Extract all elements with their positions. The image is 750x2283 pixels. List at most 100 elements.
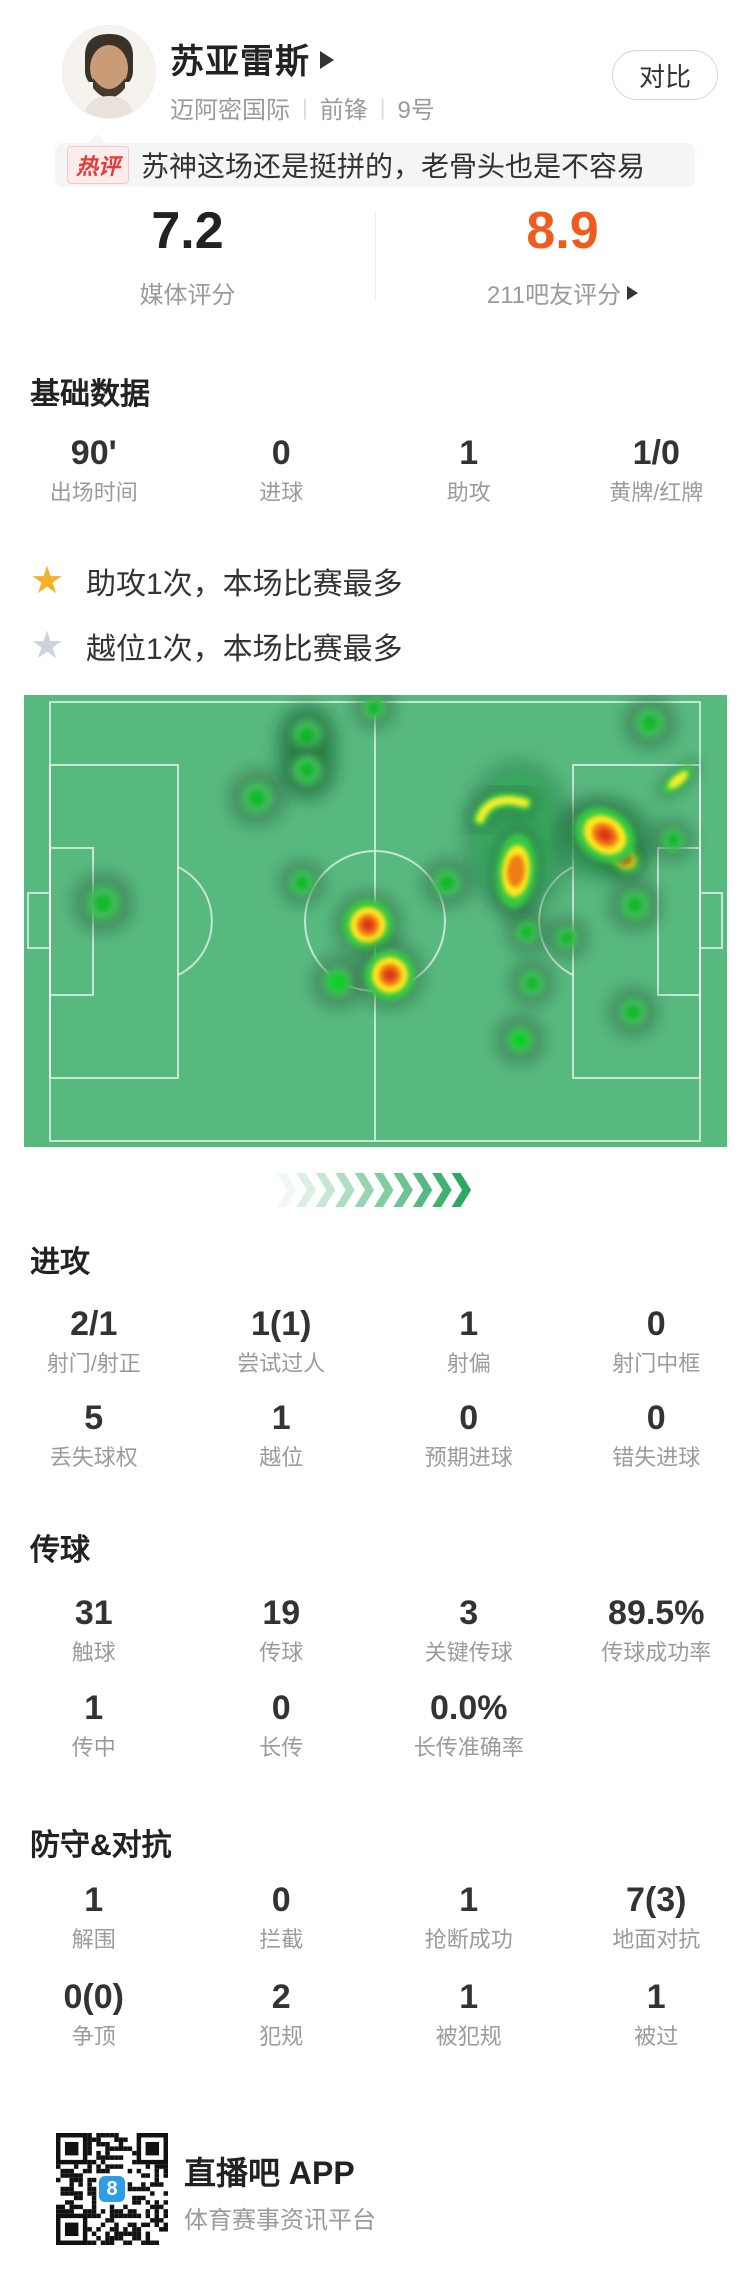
ratings-divider bbox=[375, 212, 376, 300]
stat-label: 射门中框 bbox=[612, 1351, 701, 1376]
stat-value: 5 bbox=[84, 1399, 104, 1437]
fans-rating-score: 8.9 bbox=[526, 202, 599, 260]
stat-label: 传球成功率 bbox=[601, 1640, 712, 1665]
stat-cell: 0 拦截 bbox=[188, 1880, 376, 1952]
stat-cell: 2 犯规 bbox=[188, 1977, 376, 2049]
stat-value: 1 bbox=[84, 1881, 104, 1919]
stat-label: 触球 bbox=[71, 1640, 116, 1665]
stat-value: 0 bbox=[271, 1689, 291, 1727]
stat-cell: 19 传球 bbox=[188, 1593, 376, 1665]
stat-cell: 5 丢失球权 bbox=[0, 1398, 188, 1470]
stat-value: 2 bbox=[271, 1978, 291, 2016]
stat-cell: 0(0) 争顶 bbox=[0, 1977, 188, 2049]
app-logo: 8 bbox=[97, 2174, 127, 2204]
section-title-attack: 进攻 bbox=[30, 1246, 90, 1279]
stat-cell: 1(1) 尝试过人 bbox=[188, 1304, 376, 1376]
stat-label: 拦截 bbox=[259, 1927, 304, 1952]
stat-cell: 1 解围 bbox=[0, 1880, 188, 1952]
stat-cell: 31 触球 bbox=[0, 1593, 188, 1665]
player-number: 9号 bbox=[397, 97, 435, 124]
chevron-icon bbox=[315, 1173, 336, 1207]
player-avatar[interactable] bbox=[62, 25, 156, 119]
app-qr-code: 8 bbox=[56, 2133, 168, 2245]
stat-label: 射偏 bbox=[446, 1351, 491, 1376]
stat-cell: 1 越位 bbox=[188, 1398, 376, 1470]
app-name: 直播吧 APP bbox=[184, 2155, 355, 2191]
highlight-text: 助攻1次，本场比赛最多 bbox=[86, 568, 403, 601]
banner-pointer bbox=[87, 134, 107, 144]
stat-label: 关键传球 bbox=[424, 1640, 513, 1665]
stat-cell: 0 进球 bbox=[188, 433, 376, 505]
stat-value: 0 bbox=[271, 1881, 291, 1919]
passing-stats-row-1: 31 触球 19 传球 3 关键传球 89.5% 传球成功率 bbox=[0, 1593, 750, 1665]
stat-label: 传球 bbox=[259, 1640, 304, 1665]
stat-value: 0 bbox=[646, 1305, 666, 1343]
attack-stats-row-2: 5 丢失球权 1 越位 0 预期进球 0 错失进球 bbox=[0, 1398, 750, 1470]
stat-label: 尝试过人 bbox=[237, 1351, 326, 1376]
fans-rating[interactable]: 8.9 211吧友评分 bbox=[375, 203, 750, 310]
stat-cell: 1 助攻 bbox=[375, 433, 563, 505]
compare-button[interactable]: 对比 bbox=[612, 50, 718, 100]
hot-badge: 热评 bbox=[67, 146, 130, 184]
stat-value: 1 bbox=[459, 1881, 479, 1919]
media-rating-score: 7.2 bbox=[151, 202, 224, 260]
stat-cell: 0 错失进球 bbox=[563, 1398, 750, 1470]
hot-comment-banner: 热评 苏神这场还是挺拼的，老骨头也是不容易 bbox=[55, 134, 695, 187]
stat-value: 89.5% bbox=[608, 1594, 705, 1632]
stat-value: 1 bbox=[84, 1689, 104, 1727]
stat-cell: 7(3) 地面对抗 bbox=[563, 1880, 750, 1952]
star-icon-yellow: ★ bbox=[30, 560, 65, 602]
app-tagline: 体育赛事资讯平台 bbox=[184, 2207, 376, 2234]
stat-value: 7(3) bbox=[626, 1881, 687, 1919]
stat-value: 1(1) bbox=[251, 1305, 312, 1343]
stat-cell: 90' 出场时间 bbox=[0, 433, 188, 505]
player-name-caret-icon[interactable] bbox=[320, 51, 334, 69]
stat-label: 长传 bbox=[259, 1735, 304, 1760]
chevron-icon bbox=[277, 1173, 297, 1207]
chevron-icon bbox=[354, 1173, 375, 1207]
stat-label: 进球 bbox=[259, 480, 304, 505]
passing-stats-row-2: 1 传中 0 长传 0.0% 长传准确率 bbox=[0, 1688, 750, 1760]
separator: | bbox=[379, 94, 386, 120]
stat-cell: 0 长传 bbox=[188, 1688, 376, 1760]
stat-value: 90' bbox=[70, 434, 117, 472]
stat-label: 错失进球 bbox=[612, 1445, 701, 1470]
stat-cell: 0.0% 长传准确率 bbox=[375, 1688, 563, 1760]
chevron-icon bbox=[412, 1173, 433, 1207]
stat-value: 1 bbox=[459, 1305, 479, 1343]
stat-cell: 3 关键传球 bbox=[375, 1593, 563, 1665]
stat-label: 被犯规 bbox=[435, 2024, 502, 2049]
stat-label: 助攻 bbox=[446, 480, 491, 505]
player-team: 迈阿密国际 bbox=[170, 97, 290, 124]
fans-rating-arrow-icon bbox=[627, 285, 639, 300]
highlight-text: 越位1次，本场比赛最多 bbox=[86, 633, 403, 666]
stat-cell: 1 抢断成功 bbox=[375, 1880, 563, 1952]
defense-stats-row-2: 0(0) 争顶 2 犯规 1 被犯规 1 被过 bbox=[0, 1977, 750, 2049]
stat-cell: 1 被犯规 bbox=[375, 1977, 563, 2049]
stat-label: 争顶 bbox=[71, 2024, 116, 2049]
chevron-icon bbox=[451, 1173, 472, 1207]
heatmap-pitch bbox=[24, 685, 727, 1147]
section-title-passing: 传球 bbox=[30, 1534, 90, 1567]
section-title-defense: 防守&对抗 bbox=[30, 1829, 172, 1862]
stat-label: 越位 bbox=[259, 1445, 304, 1470]
stat-value: 0.0% bbox=[430, 1689, 508, 1727]
stat-value: 31 bbox=[74, 1594, 113, 1632]
fans-rating-label: 211吧友评分 bbox=[486, 282, 622, 309]
stat-cell: 2/1 射门/射正 bbox=[0, 1304, 188, 1376]
hot-comment-text: 苏神这场还是挺拼的，老骨头也是不容易 bbox=[141, 151, 646, 182]
stat-label: 地面对抗 bbox=[612, 1927, 701, 1952]
chevron-icon bbox=[374, 1173, 394, 1207]
stat-cell: 0 射门中框 bbox=[563, 1304, 750, 1376]
avatar-photo bbox=[63, 26, 155, 118]
stat-value: 19 bbox=[262, 1594, 301, 1632]
stat-cell: 1 射偏 bbox=[375, 1304, 563, 1376]
player-name: 苏亚雷斯 bbox=[170, 42, 310, 81]
stat-value: 0 bbox=[646, 1399, 666, 1437]
stat-value: 1 bbox=[646, 1978, 666, 2016]
player-position: 前锋 bbox=[319, 97, 368, 124]
stat-label: 抢断成功 bbox=[424, 1927, 513, 1952]
stat-cell: 1/0 黄牌/红牌 bbox=[563, 433, 750, 505]
chevron-icon bbox=[296, 1173, 316, 1207]
